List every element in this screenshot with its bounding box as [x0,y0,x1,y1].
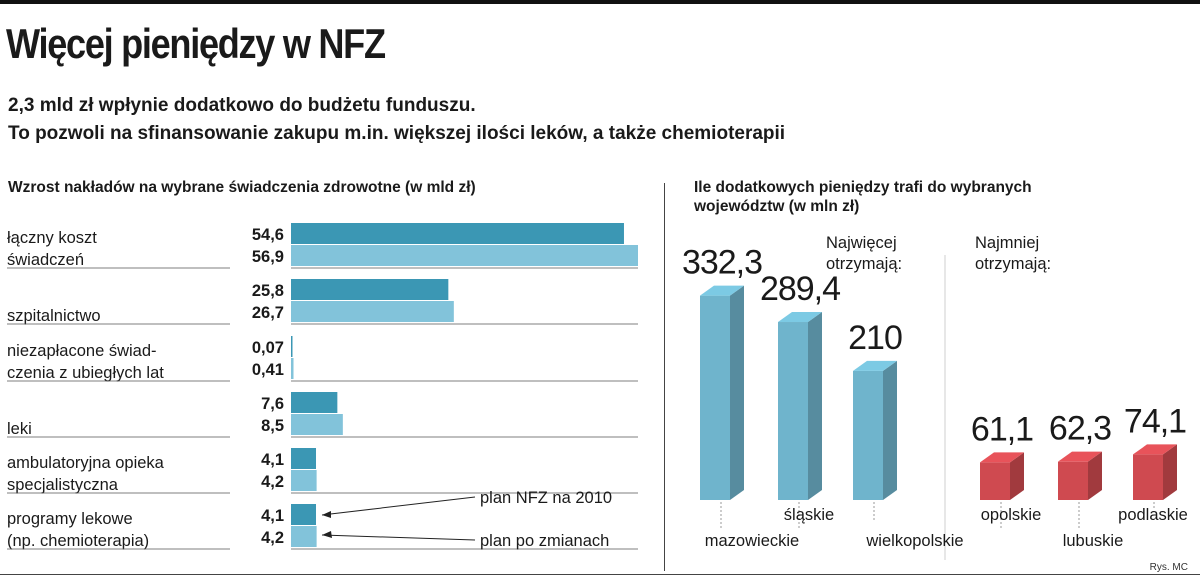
bar-group-4: 7,6 8,5 leki [7,392,638,438]
value-after-5: 4,2 [261,473,284,491]
legend-after: plan po zmianach [480,532,609,550]
column-value-6: 74,1 [1124,402,1186,440]
column-śląskie: 289,4 śląskie [760,270,841,528]
value-after-2: 26,7 [252,304,284,322]
bar-after-1 [291,245,638,266]
column-value-4: 61,1 [971,410,1033,448]
group-note-1-2: otrzymają: [826,255,902,273]
legend-plan: plan NFZ na 2010 [480,489,612,507]
column-side-2 [808,312,822,500]
category-label-1-2: świadczeń [7,251,84,269]
bottom-rule [0,574,1200,575]
page-title: Więcej pieniędzy w NFZ [6,20,386,67]
category-label-4-1: leki [7,420,32,438]
value-plan-3: 0,07 [252,339,284,357]
value-plan-1: 54,6 [252,226,284,244]
bar-after-6 [291,526,317,547]
right-chart-title: Ile dodatkowych pieniędzy trafi do wybra… [694,179,1032,215]
callout-arrow-plan [322,511,331,518]
value-after-3: 0,41 [252,361,284,379]
callout-line-plan [321,496,476,516]
category-label-5-1: ambulatoryjna opieka [7,454,165,472]
column-front-6 [1133,454,1163,500]
value-plan-6: 4,1 [261,507,284,525]
left-chart-title: Wzrost nakładów na wybrane świadczenia z… [8,179,476,196]
column-category-3: wielkopolskie [865,532,963,550]
column-side-4 [1010,452,1024,500]
bar-group-6: 4,1 4,2 programy lekowe (np. chemioterapia) [7,504,638,550]
column-category-4: opolskie [981,506,1042,524]
column-top-4 [980,452,1024,463]
column-category-6: podlaskie [1118,506,1188,524]
bar-group-5: 4,1 4,2 ambulatoryjna opieka specjalistyczn… [7,448,638,494]
column-value-5: 62,3 [1049,410,1111,448]
group-note-2-2: otrzymają: [975,255,1051,273]
column-side-1 [730,285,744,500]
bar-group-3: 0,07 0,41 niezapłacone świad-czenia z ubie… [7,336,638,382]
group-note-2-1: Najmniej [975,234,1039,252]
column-value-1: 332,3 [682,244,762,282]
bar-plan-5 [291,448,317,469]
column-top-6 [1133,444,1177,455]
value-after-1: 56,9 [252,248,284,266]
column-value-3: 210 [848,319,902,357]
bar-after-4 [291,414,343,435]
category-label-1-1: łączny koszt [7,229,97,247]
column-front-2 [778,322,808,500]
callout-line-after [321,534,476,541]
bar-after-2 [291,301,454,322]
column-top-2 [778,312,822,323]
category-label-6-1: programy lekowe [7,510,133,528]
value-after-4: 8,5 [261,417,284,435]
category-label-6-2: (np. chemioterapia) [7,532,149,550]
category-label-2-1: szpitalnictwo [7,307,101,325]
column-side-6 [1163,444,1177,500]
group-note-1-1: Najwięcej [826,234,897,252]
value-after-6: 4,2 [261,529,284,547]
bar-plan-1 [291,223,624,244]
category-label-3-2: czenia z ubiegłych lat [7,364,164,382]
column-top-5 [1058,451,1102,462]
subtitle-line-2: To pozwoli na sfinansowanie zakupu m.in.… [8,123,786,144]
bar-plan-2 [291,279,449,300]
column-front-3 [853,370,883,500]
top-rule [0,0,1200,4]
column-side-3 [883,360,897,500]
credit: Rys. MC [1149,562,1188,573]
category-label-3-1: niezapłacone świad- [7,342,157,360]
chart-divider [664,183,665,571]
bar-plan-6 [291,504,317,525]
column-wielkopolskie: 210 wielkopolskie [848,319,963,550]
callout-arrow-after [322,531,332,538]
category-label-5-2: specjalistyczna [7,476,119,494]
bar-group-2: 25,8 26,7 szpitalnictwo [7,279,638,325]
column-front-1 [700,295,730,500]
value-plan-2: 25,8 [252,282,284,300]
bar-after-5 [291,470,317,491]
column-category-2: śląskie [784,506,834,524]
column-top-3 [853,360,897,371]
column-value-2: 289,4 [760,270,840,308]
column-front-4 [980,462,1010,500]
column-top-1 [700,285,744,296]
column-lubuskie: 62,3 lubuskie [1049,410,1123,550]
value-plan-4: 7,6 [261,395,284,413]
value-plan-5: 4,1 [261,451,284,469]
column-category-5: lubuskie [1063,532,1124,550]
column-front-5 [1058,461,1088,500]
column-mazowieckie: 332,3 mazowieckie [682,244,799,550]
bar-group-1: 54,6 56,9 łączny koszt świadczeń [7,223,638,269]
bar-plan-4 [291,392,338,413]
column-category-1: mazowieckie [705,532,799,550]
bar-plan-3 [291,336,293,357]
column-podlaskie: 74,1 podlaskie [1118,402,1188,524]
subtitle-line-1: 2,3 mld zł wpłynie dodatkowo do budżetu … [8,95,476,116]
column-side-5 [1088,451,1102,500]
column-opolskie: 61,1 opolskie [971,410,1041,528]
bar-after-3 [291,358,294,379]
